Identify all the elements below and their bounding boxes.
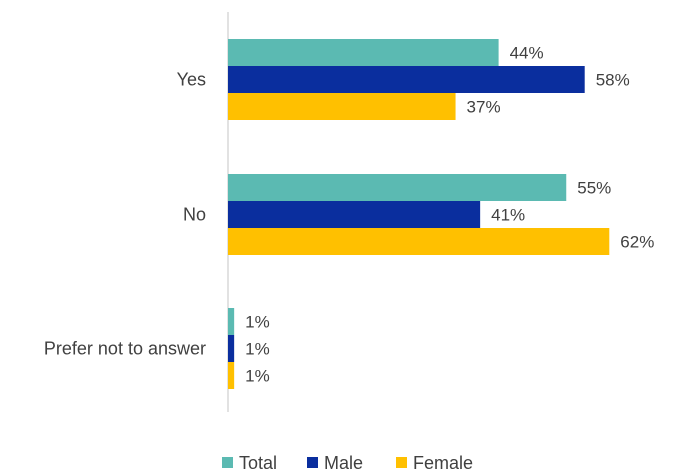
bar-female bbox=[228, 93, 456, 120]
data-label: 37% bbox=[467, 98, 501, 117]
data-label: 1% bbox=[245, 340, 270, 359]
bar-total bbox=[228, 39, 499, 66]
bar-female bbox=[228, 362, 235, 389]
legend-swatch-female bbox=[396, 457, 407, 468]
bar-male bbox=[228, 201, 481, 228]
legend-label-female: Female bbox=[413, 453, 473, 473]
data-label: 44% bbox=[510, 44, 544, 63]
data-label: 1% bbox=[245, 367, 270, 386]
bar-male bbox=[228, 335, 235, 362]
legend-swatch-total bbox=[222, 457, 233, 468]
data-label: 58% bbox=[596, 71, 630, 90]
category-label: Prefer not to answer bbox=[44, 339, 206, 359]
bar-total bbox=[228, 308, 235, 335]
bar-female bbox=[228, 228, 610, 255]
bar-total bbox=[228, 174, 567, 201]
data-label: 55% bbox=[577, 179, 611, 198]
legend: Total Male Female bbox=[222, 453, 473, 473]
bars-group bbox=[228, 39, 610, 389]
category-label: Yes bbox=[177, 70, 206, 90]
legend-label-male: Male bbox=[324, 453, 363, 473]
legend-swatch-male bbox=[307, 457, 318, 468]
data-label: 41% bbox=[491, 206, 525, 225]
bar-male bbox=[228, 66, 585, 93]
category-label: No bbox=[183, 205, 206, 225]
legend-label-total: Total bbox=[239, 453, 277, 473]
data-label: 62% bbox=[620, 233, 654, 252]
labels-group: Yes 44% 58% 37% No 55% 41% 62% Prefer not to ans… bbox=[44, 44, 654, 386]
data-label: 1% bbox=[245, 313, 270, 332]
